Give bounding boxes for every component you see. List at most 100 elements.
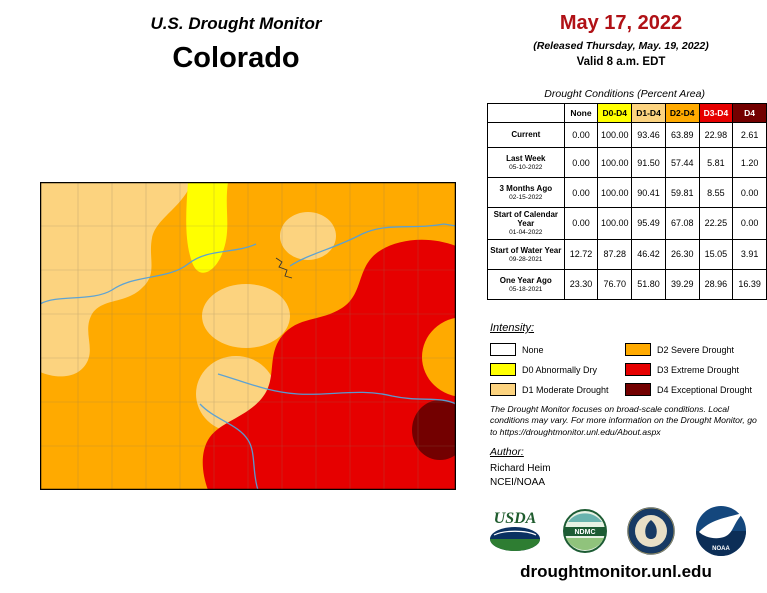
legend-item-d0: D0 Abnormally Dry bbox=[490, 363, 623, 376]
cell-value: 0.00 bbox=[563, 207, 599, 240]
cell-value: 22.98 bbox=[698, 122, 734, 148]
d3-extreme-region-east bbox=[202, 239, 456, 490]
cell-value: 100.00 bbox=[597, 177, 633, 208]
table-header-row: None D0-D4 D1-D4 D2-D4 D3-D4 D4 bbox=[487, 103, 767, 123]
cell-value: 100.00 bbox=[597, 122, 633, 148]
noaa-logo-text: NOAA bbox=[712, 546, 730, 552]
cell-value: 57.44 bbox=[664, 147, 700, 178]
legend-label: D4 Exceptional Drought bbox=[657, 384, 753, 395]
cell-value: 26.30 bbox=[664, 238, 700, 270]
cell-value: 3.91 bbox=[732, 238, 767, 270]
right-header: May 17, 2022 (Released Thursday, May. 19… bbox=[492, 12, 750, 68]
legend-item-none: None bbox=[490, 343, 623, 356]
cell-value: 93.46 bbox=[631, 122, 666, 148]
ndmc-logo-text: NDMC bbox=[575, 529, 596, 536]
legend-swatch-d4 bbox=[625, 383, 651, 396]
table-row: 3 Months Ago 02-15-2022 0.00 100.00 90.41… bbox=[487, 177, 767, 208]
col-header-d0-d4: D0-D4 bbox=[597, 103, 633, 123]
legend-swatch-d3 bbox=[625, 363, 651, 376]
denver-metro-boundaries bbox=[275, 257, 293, 279]
cell-value: 0.00 bbox=[732, 207, 767, 240]
cell-value: 8.55 bbox=[698, 177, 734, 208]
row-label: Start of Water Year 09-28-2021 bbox=[487, 238, 565, 270]
cell-value: 0.00 bbox=[563, 177, 599, 208]
agency-logos: USDA NDMC NOAA bbox=[486, 502, 748, 560]
legend-item-d1: D1 Moderate Drought bbox=[490, 383, 623, 396]
row-label: Last Week 05-10-2022 bbox=[487, 147, 565, 178]
colorado-river bbox=[40, 243, 257, 305]
report-title: U.S. Drought Monitor bbox=[150, 14, 322, 33]
legend-swatch-none bbox=[490, 343, 516, 356]
cell-value: 23.30 bbox=[563, 268, 599, 300]
col-header-d2-d4: D2-D4 bbox=[664, 103, 700, 123]
cell-value: 39.29 bbox=[664, 268, 700, 300]
cell-value: 90.41 bbox=[631, 177, 666, 208]
valid-time: Valid 8 a.m. EDT bbox=[576, 56, 666, 68]
conditions-table: None D0-D4 D1-D4 D2-D4 D3-D4 D4 Current … bbox=[487, 103, 767, 300]
intensity-legend: Intensity: None D0 Abnormally Dry D1 Mod… bbox=[490, 322, 758, 396]
table-corner-cell bbox=[487, 103, 565, 123]
d0-abnormally-dry-region bbox=[186, 182, 228, 273]
legend-label: D1 Moderate Drought bbox=[522, 384, 609, 395]
cell-value: 100.00 bbox=[597, 207, 633, 240]
row-label: Current bbox=[487, 122, 565, 148]
cell-value: 22.25 bbox=[698, 207, 734, 240]
usda-logo: USDA bbox=[490, 510, 540, 551]
d1-moderate-region-north bbox=[280, 212, 336, 260]
usda-logo-text: USDA bbox=[494, 510, 537, 527]
cell-value: 5.81 bbox=[698, 147, 734, 178]
d4-exceptional-region bbox=[412, 400, 456, 460]
cell-value: 59.81 bbox=[664, 177, 700, 208]
south-platte-river bbox=[289, 223, 456, 267]
legend-item-d3: D3 Extreme Drought bbox=[625, 363, 758, 376]
cell-value: 15.05 bbox=[698, 238, 734, 270]
cell-value: 1.20 bbox=[732, 147, 767, 178]
rio-grande-river bbox=[199, 403, 259, 490]
colorado-drought-map bbox=[40, 182, 456, 490]
legend-label: D3 Extreme Drought bbox=[657, 364, 740, 375]
cell-value: 2.61 bbox=[732, 122, 767, 148]
legend-swatch-d1 bbox=[490, 383, 516, 396]
table-row: Start of Water Year 09-28-2021 12.72 87.2… bbox=[487, 238, 767, 270]
legend-item-d4: D4 Exceptional Drought bbox=[625, 383, 758, 396]
cell-value: 76.70 bbox=[597, 268, 633, 300]
legend-grid: None D0 Abnormally Dry D1 Moderate Droug… bbox=[490, 343, 758, 396]
col-header-d3-d4: D3-D4 bbox=[698, 103, 734, 123]
legend-label: None bbox=[522, 344, 544, 355]
cell-value: 16.39 bbox=[732, 268, 767, 300]
d2-severe-wedge-east-edge bbox=[422, 317, 456, 397]
arkansas-river bbox=[217, 373, 456, 405]
d1-moderate-region-west bbox=[40, 182, 192, 377]
cell-value: 95.49 bbox=[631, 207, 666, 240]
rivers bbox=[40, 223, 456, 490]
cell-value: 87.28 bbox=[597, 238, 633, 270]
cell-value: 28.96 bbox=[698, 268, 734, 300]
d1-moderate-region-central bbox=[202, 284, 290, 348]
row-label: 3 Months Ago 02-15-2022 bbox=[487, 177, 565, 208]
footer-url[interactable]: droughtmonitor.unl.edu bbox=[520, 562, 712, 581]
col-header-d1-d4: D1-D4 bbox=[631, 103, 666, 123]
row-label: One Year Ago 05-18-2021 bbox=[487, 268, 565, 300]
cell-value: 63.89 bbox=[664, 122, 700, 148]
map-date: May 17, 2022 bbox=[559, 12, 683, 34]
table-row: Start of Calendar Year 01-04-2022 0.00 10… bbox=[487, 207, 767, 240]
cell-value: 100.00 bbox=[597, 147, 633, 178]
cell-value: 0.00 bbox=[732, 177, 767, 208]
county-boundaries bbox=[40, 182, 456, 490]
cell-value: 12.72 bbox=[563, 238, 599, 270]
commerce-seal-logo bbox=[627, 507, 675, 555]
cell-value: 91.50 bbox=[631, 147, 666, 178]
table-caption: Drought Conditions (Percent Area) bbox=[544, 88, 705, 100]
ndmc-logo: NDMC bbox=[563, 509, 607, 553]
table-row: One Year Ago 05-18-2021 23.30 76.70 51.80… bbox=[487, 268, 767, 300]
legend-swatch-d2 bbox=[625, 343, 651, 356]
author-block: Author: Richard Heim NCEI/NOAA bbox=[490, 446, 551, 488]
author-org: NCEI/NOAA bbox=[490, 477, 546, 488]
intensity-title: Intensity: bbox=[490, 322, 535, 334]
author-name: Richard Heim bbox=[490, 463, 551, 474]
table-row: Current 0.00 100.00 93.46 63.89 22.98 2.… bbox=[487, 122, 767, 148]
row-label: Start of Calendar Year 01-04-2022 bbox=[487, 207, 565, 240]
cell-value: 0.00 bbox=[563, 147, 599, 178]
legend-item-d2: D2 Severe Drought bbox=[625, 343, 758, 356]
